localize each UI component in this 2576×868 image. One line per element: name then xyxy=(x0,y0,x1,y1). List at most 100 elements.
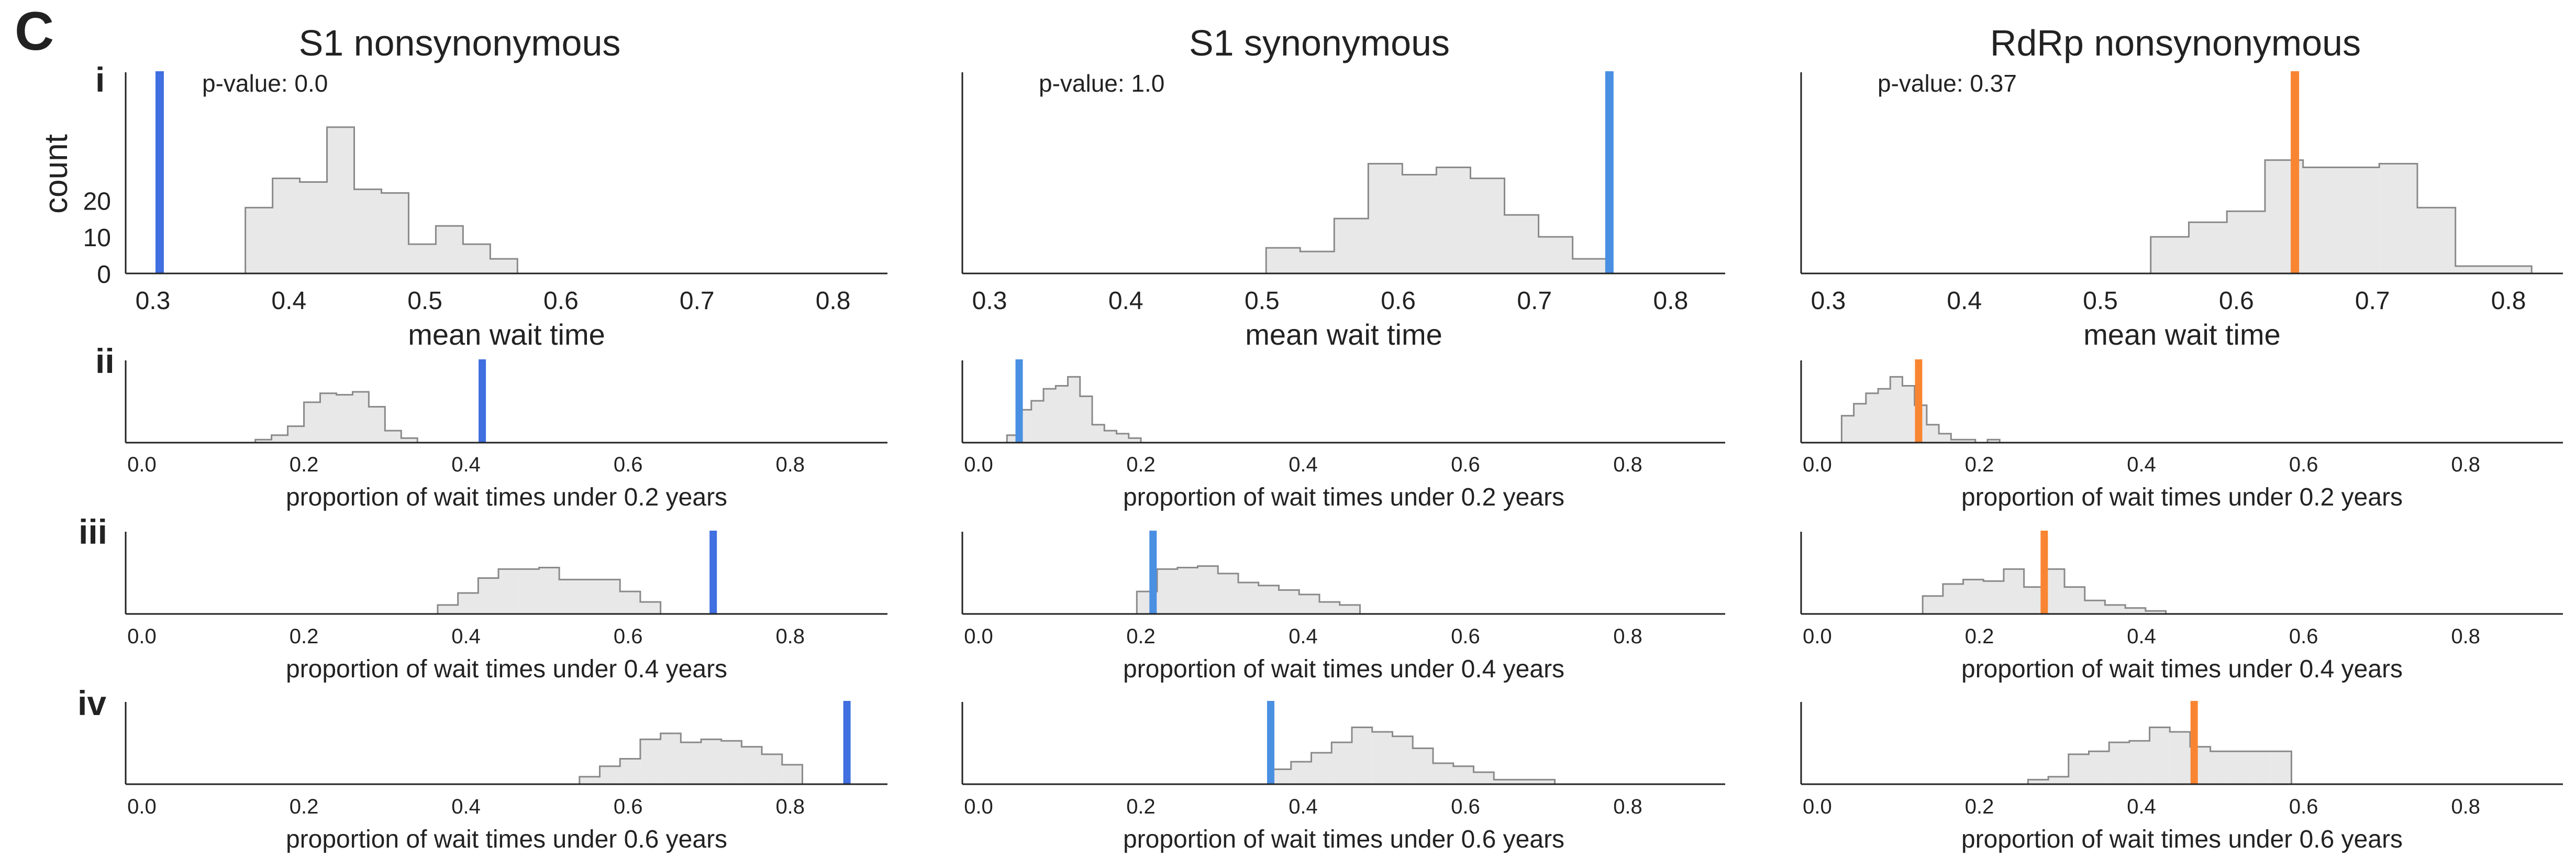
histogram-bar xyxy=(1116,433,1129,443)
histogram-bar xyxy=(2271,751,2292,784)
histogram-bar xyxy=(2125,608,2146,614)
histogram-bar xyxy=(408,244,436,273)
histogram-bar xyxy=(599,766,620,784)
x-tick-label: 0.0 xyxy=(127,453,157,476)
histogram-bar xyxy=(599,579,620,614)
histogram-bar xyxy=(620,759,640,784)
observed-value-line xyxy=(1149,531,1157,614)
histogram-bar xyxy=(1963,440,1975,443)
histogram-bar xyxy=(1878,389,1891,443)
histogram-bar xyxy=(1939,433,1951,443)
x-tick-label: 0.3 xyxy=(136,287,171,315)
histogram-bar xyxy=(2455,266,2494,273)
x-tick-label: 0.6 xyxy=(2289,453,2318,476)
histogram-bar xyxy=(381,193,409,273)
histogram-bar xyxy=(436,226,463,273)
histogram-bar xyxy=(2417,207,2456,273)
histogram-bar xyxy=(640,739,661,784)
histogram-bar xyxy=(1572,259,1607,273)
y-axis-label: count xyxy=(38,134,74,214)
x-tick-label: 0.0 xyxy=(964,795,993,818)
x-tick-label: 0.2 xyxy=(1126,625,1156,648)
histogram-bar xyxy=(352,391,369,443)
y-tick-label: 0 xyxy=(97,261,111,289)
histogram-bar xyxy=(2189,222,2227,273)
histogram-bar xyxy=(721,741,742,784)
histogram-bar xyxy=(1413,748,1433,784)
x-axis-label: proportion of wait times under 0.6 years xyxy=(1961,826,2403,853)
histogram-bar xyxy=(1470,178,1505,273)
histogram-bar xyxy=(2028,779,2049,784)
histogram-bar xyxy=(299,182,327,273)
x-tick-label: 0.0 xyxy=(1803,795,1832,818)
x-tick-label: 0.6 xyxy=(1451,795,1480,818)
histogram-bar xyxy=(1866,393,1879,443)
x-tick-label: 0.6 xyxy=(614,625,643,648)
histogram-bar xyxy=(2210,751,2231,784)
x-tick-label: 0.6 xyxy=(1381,287,1416,315)
histogram-bar xyxy=(1068,377,1080,443)
histogram-bar xyxy=(255,440,272,443)
x-tick-label: 0.4 xyxy=(1289,453,1318,476)
x-tick-label: 0.6 xyxy=(1451,453,1480,476)
p-value-annotation: p-value: 1.0 xyxy=(1039,70,1164,97)
x-axis-label: mean wait time xyxy=(2083,318,2281,351)
histogram-bar xyxy=(681,742,701,784)
x-tick-label: 0.4 xyxy=(271,287,306,315)
histogram-bar xyxy=(401,438,418,443)
observed-value-line xyxy=(1915,359,1923,443)
x-tick-label: 0.6 xyxy=(1451,625,1480,648)
row-label-iii: iii xyxy=(79,512,107,551)
observed-value-line xyxy=(2190,701,2198,784)
x-tick-label: 0.8 xyxy=(2491,287,2526,315)
observed-value-line xyxy=(1015,359,1023,443)
histogram-bar xyxy=(1368,163,1403,273)
histogram-bar xyxy=(741,746,762,784)
histogram-bar xyxy=(1092,424,1105,443)
x-tick-label: 0.4 xyxy=(2127,453,2156,476)
histogram-bar xyxy=(437,605,458,614)
histogram-bar xyxy=(1177,567,1198,614)
x-tick-label: 0.0 xyxy=(127,625,157,648)
x-tick-label: 0.6 xyxy=(543,287,579,315)
histogram-bar xyxy=(1319,602,1340,614)
x-tick-label: 0.0 xyxy=(1803,625,1832,648)
histogram-bar xyxy=(463,244,491,273)
panel-i-col1: 0.3 0.4 0.5 0.6 0.7 0.8 0 10 20 mean wait time p-v… xyxy=(83,70,887,351)
x-tick-label: 0.4 xyxy=(1289,795,1318,818)
histogram-outline xyxy=(1265,163,1608,273)
column-title-s1-synonymous: S1 synonymous xyxy=(1189,23,1450,63)
x-tick-label: 0.8 xyxy=(2451,795,2480,818)
histogram-bar xyxy=(2068,754,2089,784)
histogram-outline xyxy=(245,126,545,274)
x-tick-label: 0.2 xyxy=(1965,795,1994,818)
x-tick-label: 0.4 xyxy=(451,625,481,648)
histogram-bar xyxy=(327,127,354,273)
panel-i-col3: 0.3 0.4 0.5 0.6 0.7 0.8 mean wait time p-value:… xyxy=(1800,70,2563,351)
histogram-bar xyxy=(579,579,600,614)
x-tick-label: 0.4 xyxy=(451,453,481,476)
histogram-bar xyxy=(1258,585,1279,614)
histogram-bar xyxy=(1043,389,1056,443)
histogram-bar xyxy=(1392,736,1413,784)
x-axis-label: proportion of wait times under 0.4 years xyxy=(1961,655,2403,683)
histogram-bar xyxy=(287,426,304,443)
histogram-bar xyxy=(1352,727,1372,784)
x-tick-label: 0.0 xyxy=(127,795,157,818)
histogram-bar xyxy=(660,733,681,784)
histogram-outline xyxy=(254,391,434,444)
x-tick-label: 0.3 xyxy=(1811,287,1846,315)
x-tick-label: 0.2 xyxy=(1126,453,1156,476)
histogram-bar xyxy=(1453,766,1474,784)
x-tick-label: 0.2 xyxy=(290,795,319,818)
row-label-i: i xyxy=(95,60,105,99)
histogram-bar xyxy=(2341,167,2380,273)
histogram-bar xyxy=(1983,581,2004,614)
histogram-bar xyxy=(1311,753,1332,784)
x-axis-label: proportion of wait times under 0.4 years xyxy=(286,655,727,683)
x-tick-label: 0.8 xyxy=(775,453,805,476)
x-tick-label: 0.8 xyxy=(1613,795,1642,818)
histogram-bar xyxy=(2064,587,2085,614)
histogram-bar xyxy=(1494,779,1514,784)
histogram-bar xyxy=(1334,218,1369,273)
